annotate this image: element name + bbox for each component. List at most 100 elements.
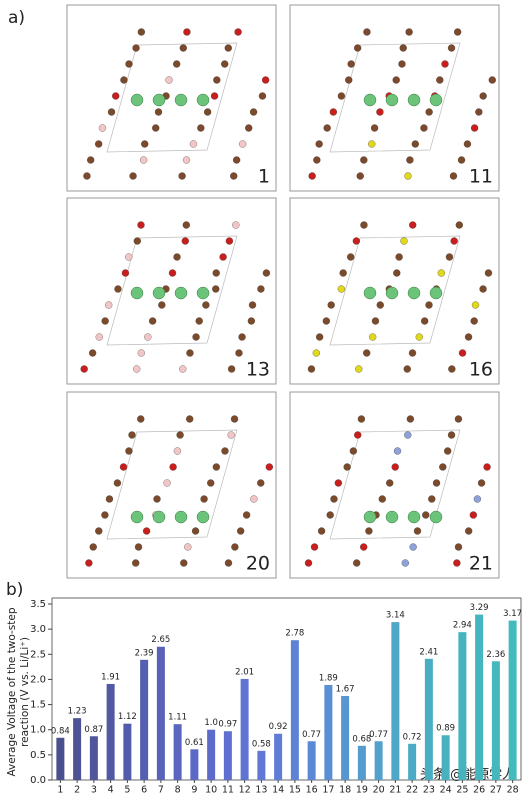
- atom: [232, 221, 240, 229]
- atom: [232, 156, 241, 164]
- atom: [395, 253, 403, 261]
- atom: [488, 76, 496, 84]
- value-label: 0.97: [218, 720, 237, 730]
- atom: [432, 479, 441, 487]
- atom: [227, 431, 235, 439]
- structure-label: 13: [246, 359, 270, 381]
- bar: [374, 741, 383, 780]
- value-label: 0.84: [51, 726, 70, 736]
- atom: [203, 108, 212, 116]
- panel-label: b): [6, 580, 23, 600]
- atom: [439, 463, 447, 471]
- li-atom: [429, 510, 443, 524]
- x-tick-label: 6: [141, 785, 147, 795]
- atom: [304, 559, 313, 567]
- atom: [197, 124, 205, 132]
- x-tick-label: 7: [158, 785, 164, 795]
- atom: [411, 140, 419, 148]
- atom: [184, 543, 192, 551]
- atom: [360, 156, 368, 164]
- atom: [128, 431, 136, 439]
- atom: [447, 44, 456, 52]
- atom: [142, 527, 151, 535]
- bar: [391, 622, 400, 780]
- atom: [235, 349, 243, 357]
- unit-cell: [329, 429, 461, 540]
- li-atom: [196, 510, 210, 524]
- structure-label: 1: [258, 166, 270, 188]
- atom: [179, 44, 187, 52]
- atom: [262, 269, 271, 277]
- x-tick-label: 19: [356, 785, 368, 795]
- atom: [477, 479, 486, 487]
- value-label: 0.72: [403, 732, 422, 742]
- value-label: 2.78: [285, 629, 304, 639]
- x-tick-label: 8: [175, 785, 181, 795]
- atom: [444, 447, 452, 455]
- atom: [357, 415, 366, 423]
- atom: [484, 269, 493, 277]
- atom: [406, 415, 415, 423]
- atom: [245, 124, 253, 132]
- atom: [413, 527, 422, 535]
- atom: [163, 479, 171, 487]
- value-label: 3.29: [470, 603, 489, 613]
- value-label: 0.92: [269, 722, 288, 732]
- atom: [230, 172, 238, 180]
- atom: [221, 60, 229, 68]
- value-label: 2.41: [419, 647, 438, 657]
- atom: [376, 301, 384, 309]
- atom: [454, 543, 463, 551]
- atom: [133, 237, 141, 245]
- value-label: 1.0: [204, 718, 218, 728]
- bar: [307, 741, 316, 780]
- atom: [231, 543, 239, 551]
- panel-label: a): [8, 8, 25, 28]
- unit-cell: [329, 235, 461, 346]
- atom: [360, 543, 368, 551]
- x-tick-label: 26: [473, 785, 485, 795]
- atom: [352, 237, 361, 245]
- atom: [133, 365, 141, 373]
- atom: [183, 28, 191, 36]
- x-tick-label: 4: [108, 785, 114, 795]
- atom: [392, 76, 400, 84]
- bar: [508, 620, 517, 780]
- atom: [219, 253, 227, 261]
- atom: [330, 495, 338, 503]
- atom: [420, 124, 428, 132]
- bar: [475, 614, 484, 780]
- value-label: 0.58: [252, 739, 271, 749]
- atom: [428, 495, 436, 503]
- atom: [307, 365, 316, 373]
- atom: [400, 237, 408, 245]
- atom: [371, 317, 380, 325]
- atom: [129, 172, 137, 180]
- bar: [324, 684, 333, 780]
- atom: [112, 92, 120, 100]
- bar: [89, 736, 98, 780]
- atom: [230, 415, 239, 423]
- li-atom: [407, 93, 421, 107]
- structure-label: 21: [469, 553, 493, 575]
- atom: [471, 301, 480, 309]
- atom: [445, 253, 454, 261]
- atom: [152, 124, 160, 132]
- atom: [137, 415, 145, 423]
- atom: [144, 333, 152, 341]
- atom: [454, 415, 463, 423]
- atom: [238, 140, 247, 148]
- bar: [223, 731, 232, 780]
- bar: [240, 678, 249, 780]
- unit-cell: [106, 42, 238, 153]
- structure-frame: [66, 391, 277, 579]
- atom: [409, 543, 417, 551]
- x-tick-label: 11: [222, 785, 234, 795]
- atom: [363, 28, 371, 36]
- atom: [242, 511, 251, 519]
- atom: [212, 269, 220, 277]
- atom: [447, 431, 456, 439]
- li-atom: [174, 510, 188, 524]
- atom: [421, 317, 429, 325]
